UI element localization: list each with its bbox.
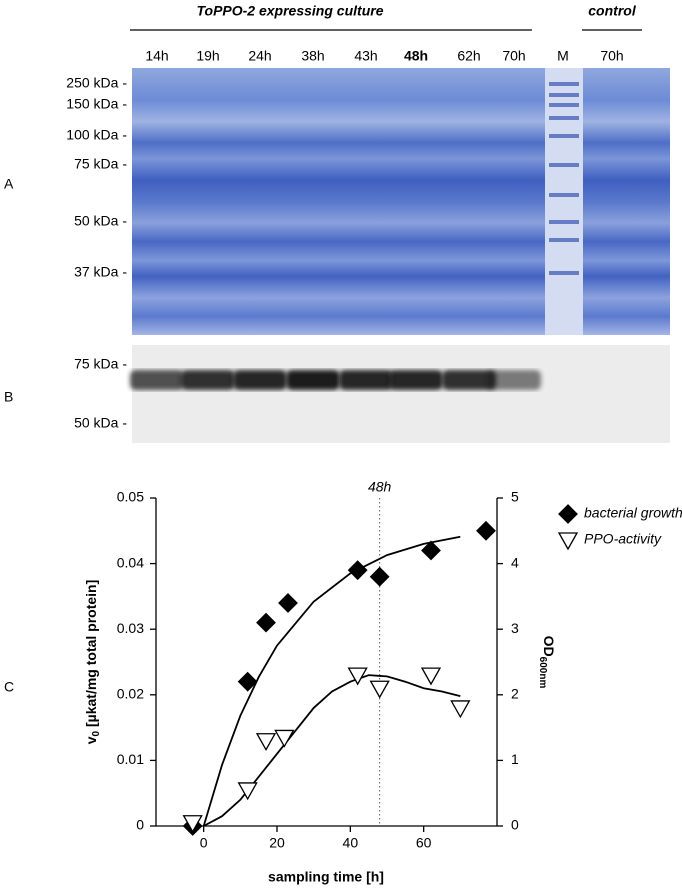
triangle-marker — [420, 667, 442, 686]
lane-label: 62h — [457, 48, 480, 64]
diamond-marker — [278, 593, 298, 613]
legend-marker — [557, 532, 579, 551]
blot-b — [132, 345, 670, 443]
blot-band — [286, 370, 340, 390]
ladder-band — [549, 193, 579, 197]
diamond-marker — [347, 560, 368, 581]
blot-band — [389, 370, 443, 390]
y2-axis-label: OD600nm — [537, 636, 557, 689]
fit-curve — [203, 674, 461, 827]
y-tick-label: 0.02 — [117, 686, 144, 702]
y2-label-main: OD — [541, 636, 557, 657]
marker-label: 250 kDa - — [66, 75, 127, 91]
triangle-marker — [237, 782, 258, 801]
marker-label: 50 kDa - — [74, 415, 127, 431]
x-tick-label: 0 — [200, 835, 208, 851]
y-label-rest: [µkat/mg total protein] — [83, 580, 99, 731]
fit-curve — [202, 535, 461, 827]
lane-label: 38h — [301, 48, 324, 64]
blot-band — [487, 370, 541, 390]
blot-band — [339, 370, 393, 390]
y-tick-label: 0.04 — [117, 554, 144, 570]
diamond-marker — [369, 566, 390, 587]
gel-panels: ToPPO-2 expressing culture control A B C — [4, 3, 670, 695]
triangle-marker — [347, 667, 368, 686]
legend-label: PPO-activity — [584, 531, 662, 547]
control-header: control — [588, 3, 637, 19]
ladder-band — [549, 220, 579, 224]
y2-tick-label: 1 — [511, 751, 519, 767]
y2-tick-label: 2 — [511, 686, 519, 702]
lane-label: 43h — [354, 48, 377, 64]
y-label-sub: 0 — [91, 730, 102, 736]
blot-band — [442, 370, 496, 390]
triangle-marker — [255, 733, 277, 752]
lane-label: M — [557, 48, 569, 64]
marker-label: 37 kDa - — [74, 264, 127, 280]
ladder-band — [549, 238, 579, 242]
x-tick-label: 40 — [343, 835, 359, 851]
blot-band — [233, 370, 287, 390]
lane-label: 70h — [502, 48, 525, 64]
ladder-band — [549, 116, 579, 120]
y2-tick-label: 0 — [511, 817, 519, 833]
y-label-main: v — [83, 736, 99, 744]
marker-label: 50 kDa - — [74, 213, 127, 229]
x-axis-label: sampling time [h] — [268, 869, 384, 885]
y-tick-label: 0.05 — [117, 489, 144, 505]
panel-label: B — [4, 389, 13, 405]
marker-label: 100 kDa - — [66, 127, 127, 143]
ladder-band — [549, 163, 579, 167]
lane-label: 48h — [404, 48, 428, 64]
marker-label: 150 kDa - — [66, 96, 127, 112]
ladder-band — [549, 103, 579, 107]
gel-a-control — [583, 68, 670, 335]
y-axis-label: v0 [µkat/mg total protein] — [83, 580, 102, 745]
blot-band — [181, 370, 235, 390]
triangle-marker — [182, 815, 203, 834]
triangle-marker — [450, 700, 471, 719]
ladder-band — [549, 93, 579, 97]
y-tick-label: 0.03 — [117, 620, 144, 636]
y2-tick-label: 5 — [511, 489, 519, 505]
legend-label: bacterial growth — [584, 505, 682, 521]
triangle-marker — [274, 729, 295, 748]
legend-marker — [558, 504, 578, 524]
ladder-band — [549, 271, 579, 275]
y-tick-label: 0.01 — [117, 751, 144, 767]
annotation-label: 48h — [368, 479, 392, 495]
marker-label: 75 kDa - — [74, 156, 127, 172]
marker-label: 75 kDa - — [74, 356, 127, 372]
lane-label: 19h — [196, 48, 219, 64]
lane-label: 70h — [600, 48, 623, 64]
y2-tick-label: 4 — [511, 554, 519, 570]
gel-a — [132, 68, 545, 335]
triangle-marker — [369, 680, 390, 699]
panel-label: A — [4, 176, 14, 192]
x-tick-label: 60 — [416, 835, 432, 851]
gel-header: ToPPO-2 expressing culture — [197, 3, 384, 19]
blot-band — [130, 370, 184, 390]
diamond-marker — [421, 540, 441, 561]
diamond-marker — [476, 520, 496, 541]
lane-label: 14h — [145, 48, 168, 64]
x-tick-label: 20 — [269, 835, 285, 851]
diamond-marker — [237, 671, 258, 692]
y2-tick-label: 3 — [511, 620, 519, 636]
panel-label: C — [4, 679, 14, 695]
y-tick-label: 0 — [136, 817, 144, 833]
lane-label: 24h — [248, 48, 271, 64]
y2-label-sub: 600nm — [537, 657, 548, 689]
ladder-band — [549, 134, 579, 138]
marker-lane — [545, 68, 583, 335]
ladder-band — [549, 82, 579, 86]
diamond-marker — [256, 612, 276, 633]
chart: sampling time [h] v0 [µkat/mg total prot… — [83, 479, 682, 885]
